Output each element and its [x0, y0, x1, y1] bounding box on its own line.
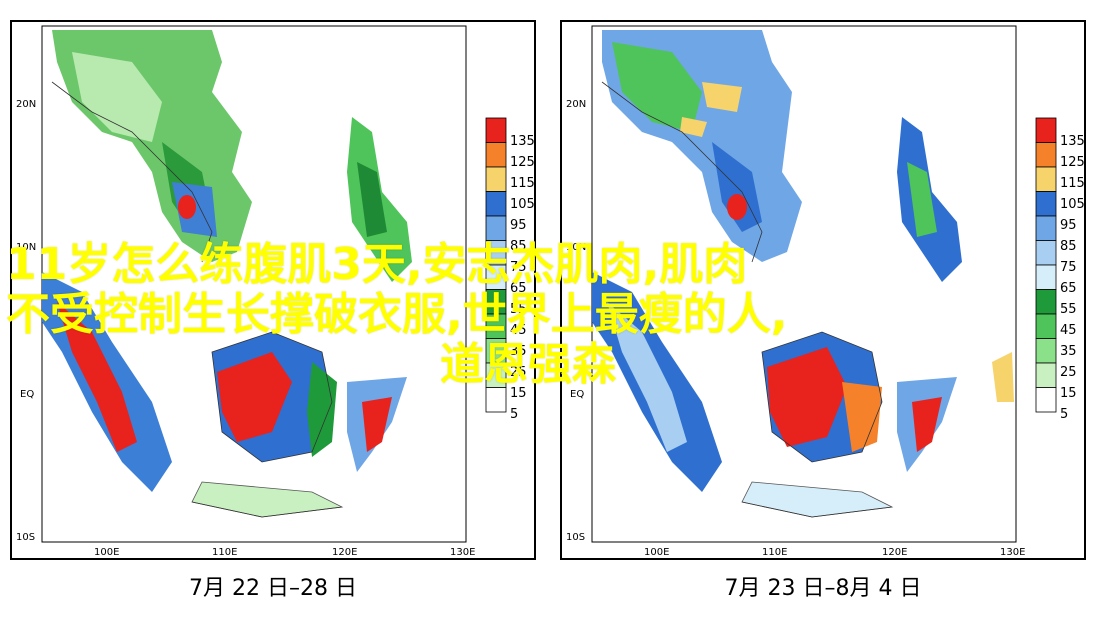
colorbar-tick-label: 125 — [1060, 155, 1084, 170]
colorbar-tick-label: 115 — [1060, 176, 1084, 191]
colorbar-tick-label: 65 — [1060, 281, 1077, 296]
colorbar-swatch — [1035, 117, 1057, 143]
colorbar-swatch — [485, 387, 507, 413]
lat-label: 10N — [16, 242, 36, 253]
lon-label: 120E — [882, 547, 907, 558]
colorbar-tick-label: 45 — [510, 323, 527, 338]
colorbar-swatch — [1035, 191, 1057, 217]
colorbar: 135 125 115 105 95 85 75 65 55 45 35 25 15 5 — [485, 117, 534, 422]
lon-label: 120E — [332, 547, 357, 558]
colorbar-tick-label: 95 — [1060, 218, 1077, 233]
coastlines — [601, 81, 893, 518]
lon-label: 100E — [644, 547, 669, 558]
lat-label: 20N — [566, 99, 586, 110]
colorbar-swatch — [485, 166, 507, 192]
map-panel-left: 20N 10N EQ 10S 100E 110E 120E 130E 135 12… — [10, 20, 536, 560]
colorbar-swatch — [1035, 215, 1057, 241]
watermark-overlay-text: 11岁怎么练腹肌3天,安志杰肌肉,肌肉 不受控制生长撑破衣服,世界上最瘦的人, … — [0, 240, 1112, 390]
colorbar-tick-label: 85 — [510, 239, 527, 254]
lon-label: 100E — [94, 547, 119, 558]
colorbar-tick-label: 5 — [1060, 407, 1068, 422]
colorbar-tick-label: 135 — [1060, 134, 1084, 149]
colorbar-swatch — [485, 117, 507, 143]
colorbar-tick-label: 45 — [1060, 323, 1077, 338]
precip-field — [592, 30, 1014, 518]
colorbar-swatch — [485, 191, 507, 217]
colorbar-swatch — [1035, 166, 1057, 192]
lat-label: EQ — [570, 389, 584, 400]
colorbar-tick-label: 15 — [510, 386, 527, 401]
colorbar-tick-label: 75 — [510, 260, 527, 275]
overlay-line: 11岁怎么练腹肌3天,安志杰肌肉,肌肉 — [6, 239, 748, 290]
lat-label: 10N — [566, 242, 586, 253]
lon-label: 130E — [450, 547, 475, 558]
colorbar-tick-label: 55 — [1060, 302, 1077, 317]
map-panel-right: 20N 10N EQ 10S 100E 110E 120E 130E 135 12… — [560, 20, 1086, 560]
colorbar-tick-label: 25 — [510, 365, 527, 380]
colorbar-tick-label: 35 — [510, 344, 527, 359]
lon-label: 110E — [212, 547, 237, 558]
lon-label: 110E — [762, 547, 787, 558]
colorbar-swatch — [1035, 142, 1057, 168]
overlay-line: 不受控制生长撑破衣服,世界上最瘦的人, — [6, 289, 788, 340]
colorbar-tick-label: 65 — [510, 281, 527, 296]
lon-label: 130E — [1000, 547, 1025, 558]
colorbar-tick-label: 105 — [1060, 197, 1084, 212]
date-caption-right: 7月 23 日–8月 4 日 — [724, 576, 922, 601]
lat-label: 20N — [16, 99, 36, 110]
colorbar-tick-label: 115 — [510, 176, 534, 191]
lat-label: 10S — [566, 532, 585, 543]
colorbar-tick-label: 25 — [1060, 365, 1077, 380]
colorbar-tick-label: 75 — [1060, 260, 1077, 275]
lat-label: EQ — [20, 389, 34, 400]
date-caption-left: 7月 22 日–28 日 — [189, 576, 357, 601]
colorbar-tick-label: 125 — [510, 155, 534, 170]
colorbar-tick-label: 15 — [1060, 386, 1077, 401]
colorbar-tick-label: 35 — [1060, 344, 1077, 359]
colorbar-tick-label: 135 — [510, 134, 534, 149]
colorbar-swatch — [485, 142, 507, 168]
colorbar-tick-label: 105 — [510, 197, 534, 212]
colorbar-tick-label: 85 — [1060, 239, 1077, 254]
overlay-line: 道恩强森 — [440, 339, 616, 390]
colorbar-swatch — [1035, 387, 1057, 413]
colorbar-swatch — [485, 215, 507, 241]
map-right-svg: 20N 10N EQ 10S 100E 110E 120E 130E 135 12… — [566, 25, 1084, 558]
colorbar-tick-label: 95 — [510, 218, 527, 233]
map-left-svg: 20N 10N EQ 10S 100E 110E 120E 130E 135 12… — [16, 25, 534, 558]
colorbar: 135 125 115 105 95 85 75 65 55 45 35 25 15 5 — [1035, 117, 1084, 422]
lat-label: 10S — [16, 532, 35, 543]
colorbar-tick-label: 55 — [510, 302, 527, 317]
colorbar-tick-label: 5 — [510, 407, 518, 422]
precip-field — [42, 30, 412, 518]
coastlines — [51, 81, 343, 518]
